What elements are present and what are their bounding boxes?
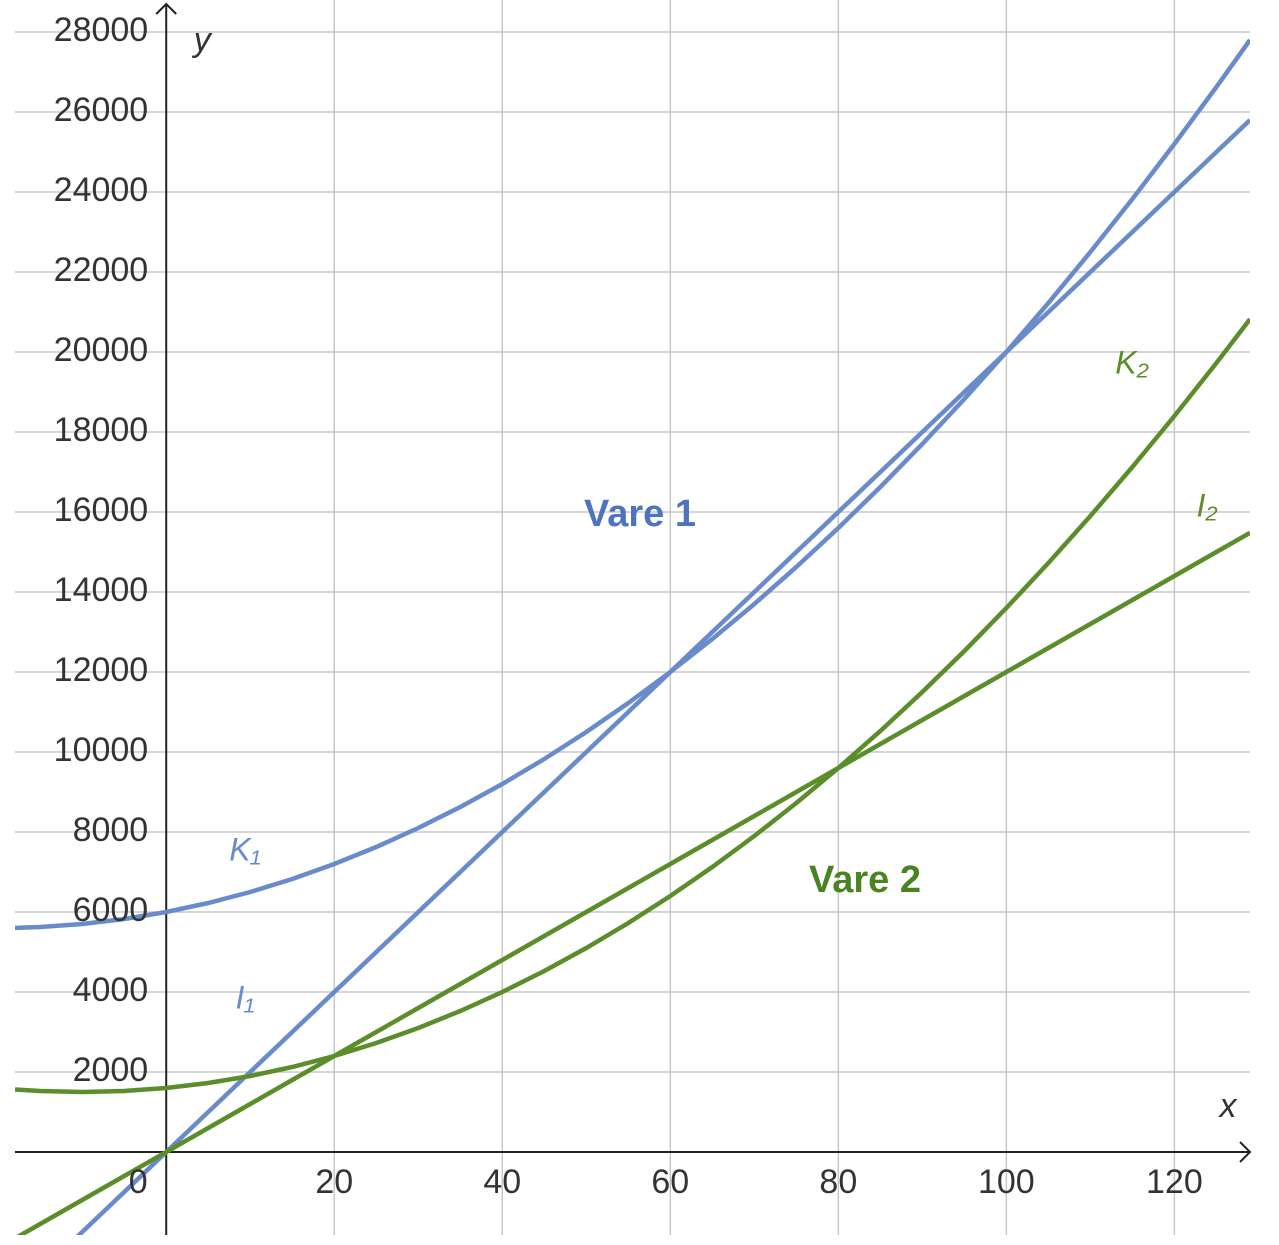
y-tick-label: 14000 [54, 571, 149, 609]
y-tick-label: 8000 [73, 811, 149, 849]
y-tick-label: 24000 [54, 171, 149, 209]
x-tick-label: 100 [978, 1163, 1035, 1201]
x-tick-label: 40 [483, 1163, 521, 1201]
y-tick-label: 26000 [54, 91, 149, 129]
y-tick-label: 28000 [54, 11, 149, 49]
y-tick-label: 22000 [54, 251, 149, 289]
x-tick-label: 0 [129, 1163, 148, 1201]
y-tick-label: 18000 [54, 411, 149, 449]
curve [16, 530, 1250, 1235]
y-tick-label: 20000 [54, 331, 149, 369]
x-tick-label: 120 [1146, 1163, 1203, 1201]
y-axis-arrow [155, 2, 177, 15]
curves [15, 38, 1250, 1235]
series-label: I₂ [1196, 487, 1217, 523]
annotation: Vare 2 [809, 859, 921, 901]
y-axis-label: y [192, 21, 213, 59]
x-tick-label: 20 [315, 1163, 353, 1201]
y-tick-label: 12000 [54, 651, 149, 689]
y-tick-label: 10000 [54, 731, 149, 769]
labels: 0 20 40 60 80 100 120 2000 4000 6000 8000 10000 1200… [54, 11, 1238, 1201]
annotation: Vare 1 [584, 493, 696, 535]
curve [15, 38, 1250, 931]
curve [15, 317, 1250, 1095]
series-label: K₁ [229, 831, 260, 867]
x-tick-label: 80 [819, 1163, 857, 1201]
x-axis-label: x [1218, 1087, 1238, 1125]
series-label: K₂ [1115, 344, 1149, 380]
grid [15, 0, 1252, 1235]
series-label: I₁ [236, 979, 255, 1015]
curve [75, 118, 1250, 1235]
x-axis-arrow [1239, 1141, 1252, 1163]
y-tick-label: 16000 [54, 491, 149, 529]
y-tick-label: 2000 [73, 1051, 149, 1089]
x-tick-label: 60 [651, 1163, 689, 1201]
y-tick-label: 4000 [73, 971, 149, 1009]
y-tick-label: 6000 [73, 891, 149, 929]
